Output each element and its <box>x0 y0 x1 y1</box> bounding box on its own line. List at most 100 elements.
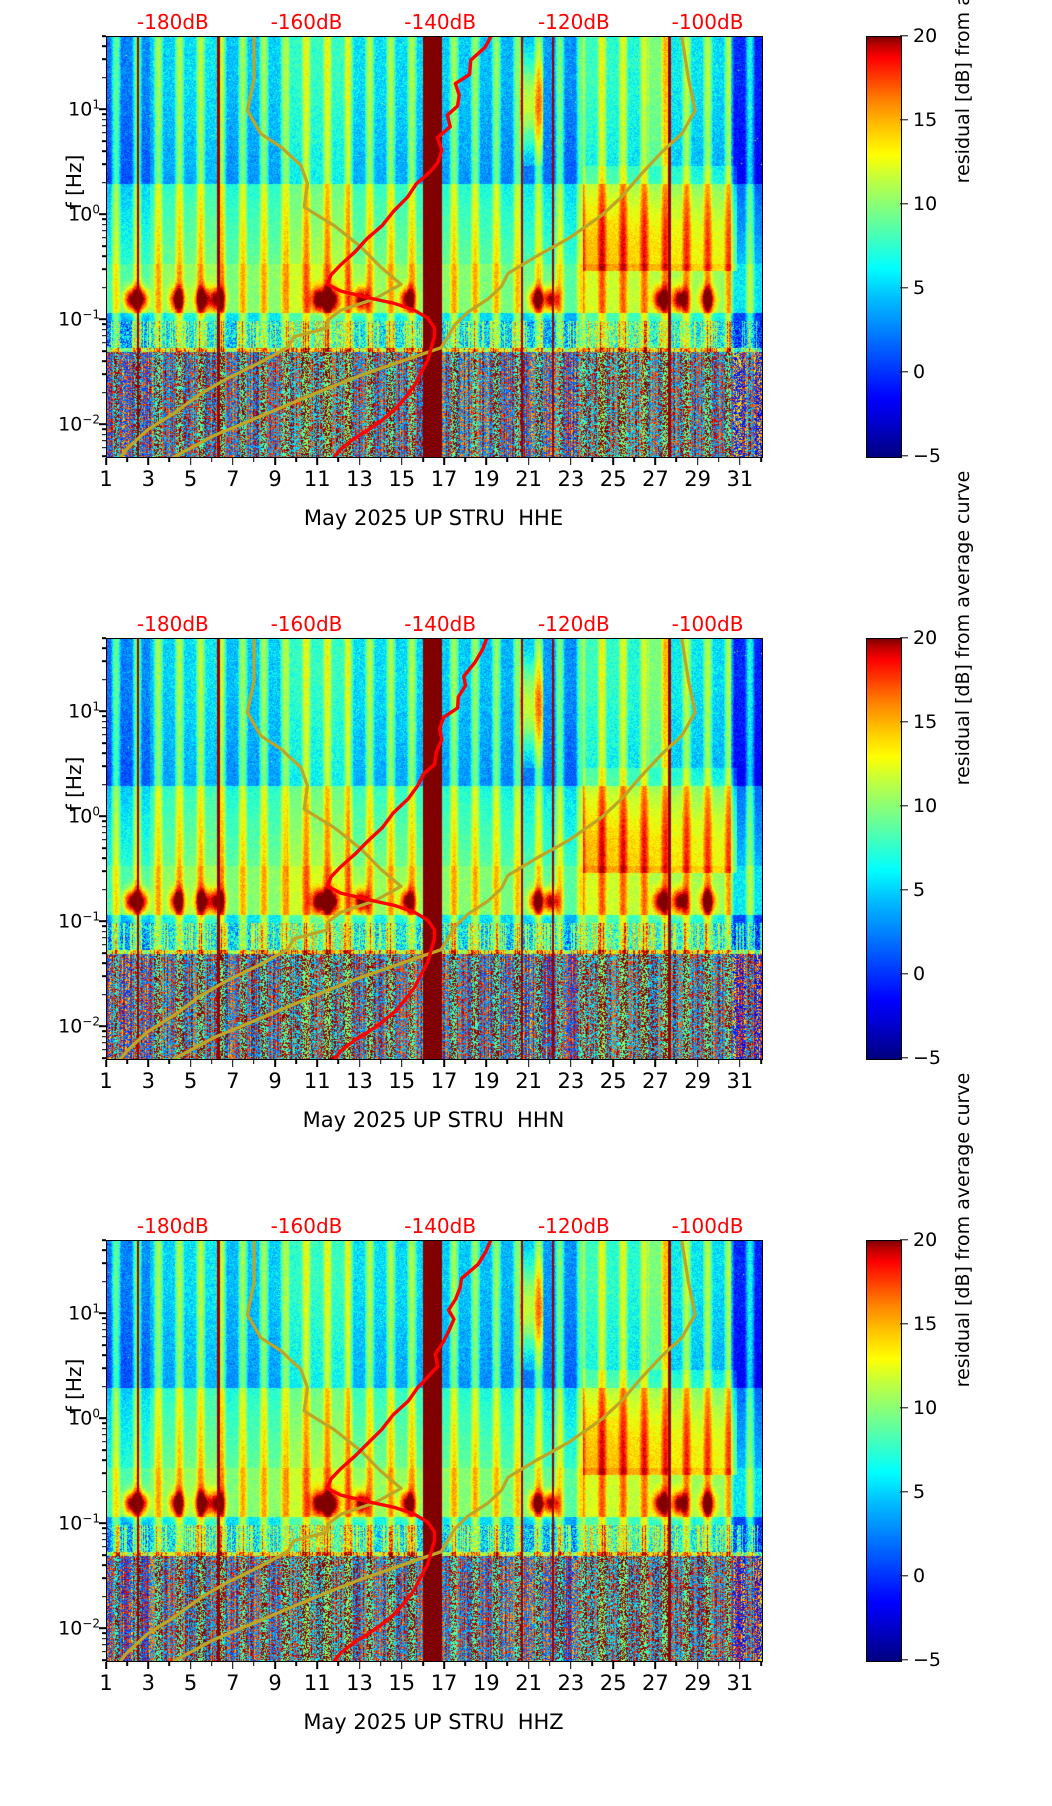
y-axis-minor-tick <box>102 1280 106 1283</box>
y-axis-minor-tick <box>102 1422 106 1424</box>
x-axis-tick-mark <box>717 458 720 462</box>
colorbar-2 <box>866 1240 902 1662</box>
x-axis-tick-mark <box>379 458 382 462</box>
y-axis-minor-tick <box>102 1527 106 1529</box>
spectrogram-axes-0[interactable] <box>106 36 763 458</box>
colorbar-tick-label: 20 <box>913 627 938 649</box>
x-axis-tick-mark <box>316 1060 319 1067</box>
colorbar-ticks-1: 20 15 10 5 0 −5 <box>900 627 1020 1069</box>
colorbar-tick-label: −5 <box>913 445 942 467</box>
y-axis-tick-mark <box>99 423 106 426</box>
spectrogram-image-1 <box>107 639 762 1059</box>
x-axis-tick-label: 17 <box>430 1671 458 1695</box>
y-axis-minor-tick <box>102 1532 106 1535</box>
y-axis-minor-tick <box>102 1554 106 1556</box>
colorbar-tick-mark <box>900 1491 908 1493</box>
y-axis-minor-tick <box>102 831 106 834</box>
y-axis-tick-mark <box>99 1522 106 1525</box>
colorbar-tick-label: 0 <box>913 1565 926 1587</box>
x-axis-tick-mark <box>316 1662 319 1669</box>
x-axis-tick-mark <box>422 458 424 462</box>
x-axis-tick-mark <box>696 1662 699 1669</box>
y-axis-minor-tick <box>102 218 106 220</box>
x-axis-tick-mark <box>654 1662 657 1669</box>
colorbar-label-2: residual [dB] from average curve <box>952 1072 974 1388</box>
y-axis-tick-mark <box>99 920 106 923</box>
x-axis-tick-mark <box>696 1060 699 1067</box>
x-axis-tick-mark <box>231 1662 234 1669</box>
colorbar-tick-label: 5 <box>913 277 926 299</box>
top-db-tick-label: -160dB <box>270 612 343 636</box>
x-axis-tick-mark <box>464 1060 466 1064</box>
y-axis-tick-mark <box>99 318 106 321</box>
x-axis-tick-mark <box>464 458 466 462</box>
x-axis-tick-label: 1 <box>99 467 113 491</box>
y-axis-tick-label: 10−1 <box>58 909 100 934</box>
x-axis-tick-label: 31 <box>726 467 754 491</box>
y-axis-minor-tick <box>102 118 106 121</box>
y-axis-minor-tick <box>102 323 106 325</box>
x-axis-tick-mark <box>168 1060 171 1064</box>
y-axis-minor-tick <box>102 1545 106 1548</box>
x-axis-tick-label: 5 <box>183 1671 198 1695</box>
x-axis-tick-label: 3 <box>141 1671 155 1695</box>
x-axis-tick-label: 27 <box>641 467 669 491</box>
spectrogram-axes-1[interactable] <box>106 638 763 1060</box>
y-axis-minor-tick <box>102 131 106 134</box>
y-axis-tick-mark <box>99 1417 106 1420</box>
y-axis-minor-tick <box>102 76 106 79</box>
y-axis-minor-tick <box>102 1239 106 1241</box>
y-axis-minor-tick <box>102 783 106 786</box>
x-axis-tick-mark <box>126 1060 128 1064</box>
x-axis-tick-mark <box>337 458 340 462</box>
y-axis-minor-tick <box>102 245 106 247</box>
y-axis-minor-tick <box>102 1449 106 1451</box>
y-axis-tick-mark <box>99 1025 106 1028</box>
y-axis-tick-mark <box>99 213 106 216</box>
y-axis-minor-tick <box>102 150 106 152</box>
x-axis-tick-label: 13 <box>346 1671 373 1695</box>
y-axis-minor-tick <box>102 1650 106 1653</box>
y-axis-minor-tick <box>102 715 106 717</box>
colorbar-tick-mark <box>900 1575 908 1577</box>
colorbar-tick-label: 10 <box>913 193 938 215</box>
y-axis-minor-tick <box>102 113 106 115</box>
x-axis-tick-label: 1 <box>99 1671 113 1695</box>
x-axis-tick-mark <box>126 458 128 462</box>
x-axis-tick-mark <box>675 1662 678 1666</box>
y-axis-minor-tick <box>102 825 106 828</box>
x-axis-tick-mark <box>760 458 762 462</box>
x-axis-tick-mark <box>506 458 509 462</box>
y-axis-tick-mark <box>99 1312 106 1315</box>
x-axis-tick-label: 5 <box>183 467 198 491</box>
x-axis-tick-mark <box>443 1662 445 1669</box>
x-axis-tick-mark <box>654 458 657 465</box>
y-axis-minor-tick <box>102 678 106 681</box>
y-axis-minor-tick <box>102 428 106 430</box>
y-axis-tick-label: 10−1 <box>58 1511 100 1536</box>
x-axis-tick-mark <box>443 458 445 465</box>
colorbar-tick-mark <box>900 973 908 975</box>
x-axis-tick-mark <box>210 458 213 462</box>
y-axis-minor-tick <box>102 1249 106 1251</box>
y-axis-minor-tick <box>102 962 106 964</box>
x-axis-tick-mark <box>548 458 551 462</box>
x-axis-tick-mark <box>696 458 699 465</box>
y-axis-minor-tick <box>102 943 106 946</box>
y-axis-minor-tick <box>102 236 106 239</box>
spectrogram-axes-2[interactable] <box>106 1240 763 1662</box>
y-axis-minor-tick <box>102 847 106 849</box>
x-axis-tick-mark <box>295 1662 297 1666</box>
x-axis-tick-mark <box>612 1662 614 1669</box>
x-axis-tick-mark <box>633 458 636 462</box>
colorbar-tick-label: 10 <box>913 1397 938 1419</box>
x-axis-ticks-1: 1 3 5 7 9 11 13 15 17 19 21 23 25 27 29 31 <box>99 1060 762 1106</box>
x-axis-tick-label: 15 <box>388 1069 416 1093</box>
y-axis-minor-tick <box>102 857 106 859</box>
x-axis-tick-label: 25 <box>599 1069 627 1093</box>
x-axis-tick-mark <box>548 1662 551 1666</box>
colorbar-ticks-2: 20 15 10 5 0 −5 <box>900 1229 1020 1671</box>
y-axis-tick-mark <box>99 1627 106 1630</box>
colorbar-tick-mark <box>900 637 908 639</box>
x-axis-tick-mark <box>591 458 593 462</box>
